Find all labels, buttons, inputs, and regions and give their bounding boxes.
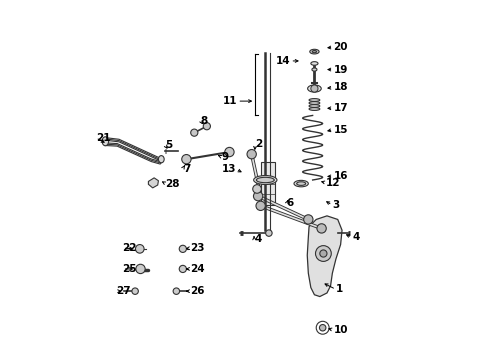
Text: 5: 5 <box>164 140 172 150</box>
Text: 27: 27 <box>116 286 130 296</box>
Text: 7: 7 <box>183 163 190 174</box>
Circle shape <box>315 246 330 261</box>
Text: 3: 3 <box>332 200 339 210</box>
Text: 6: 6 <box>286 198 293 208</box>
Text: 20: 20 <box>333 42 347 52</box>
Text: 28: 28 <box>165 179 180 189</box>
Text: 10: 10 <box>333 325 347 335</box>
Circle shape <box>224 147 234 157</box>
Text: 12: 12 <box>325 178 340 188</box>
Text: 8: 8 <box>201 116 207 126</box>
Ellipse shape <box>308 104 319 107</box>
Ellipse shape <box>307 85 321 92</box>
Circle shape <box>173 288 179 294</box>
Text: 16: 16 <box>333 171 347 181</box>
Ellipse shape <box>308 99 319 102</box>
Text: 19: 19 <box>333 64 347 75</box>
Ellipse shape <box>312 50 316 53</box>
Circle shape <box>252 185 261 193</box>
Circle shape <box>310 85 317 92</box>
Text: 14: 14 <box>275 56 290 66</box>
Text: 9: 9 <box>221 152 228 162</box>
Ellipse shape <box>158 156 164 163</box>
Ellipse shape <box>311 68 316 71</box>
Text: 2: 2 <box>255 139 262 149</box>
Text: 18: 18 <box>333 82 347 93</box>
Polygon shape <box>148 178 158 188</box>
Ellipse shape <box>293 180 308 187</box>
Ellipse shape <box>308 108 319 111</box>
Ellipse shape <box>253 176 276 184</box>
Circle shape <box>179 265 186 273</box>
Text: 26: 26 <box>190 286 204 296</box>
Ellipse shape <box>256 177 274 183</box>
Text: 4: 4 <box>254 234 261 244</box>
Ellipse shape <box>308 102 319 104</box>
Circle shape <box>316 224 325 233</box>
Text: 21: 21 <box>96 133 110 143</box>
Circle shape <box>255 201 265 211</box>
Circle shape <box>265 230 271 236</box>
Circle shape <box>303 215 312 224</box>
Circle shape <box>319 250 326 257</box>
Circle shape <box>136 264 145 274</box>
Ellipse shape <box>309 49 319 54</box>
Polygon shape <box>306 216 341 297</box>
Circle shape <box>190 129 198 136</box>
Text: 13: 13 <box>221 164 235 174</box>
Circle shape <box>135 244 144 253</box>
Circle shape <box>319 324 325 331</box>
Text: 23: 23 <box>190 243 204 253</box>
Text: 4: 4 <box>351 232 359 242</box>
Text: 15: 15 <box>333 125 347 135</box>
Text: 11: 11 <box>223 96 237 106</box>
Circle shape <box>179 245 186 252</box>
Circle shape <box>246 149 256 159</box>
Circle shape <box>182 154 191 164</box>
Text: 24: 24 <box>190 264 204 274</box>
FancyBboxPatch shape <box>260 162 274 205</box>
Circle shape <box>253 192 262 201</box>
Ellipse shape <box>102 137 108 146</box>
Ellipse shape <box>310 62 317 65</box>
Circle shape <box>203 123 210 130</box>
Text: 1: 1 <box>335 284 343 294</box>
Text: 25: 25 <box>122 264 137 274</box>
Circle shape <box>132 288 138 294</box>
Text: 17: 17 <box>333 103 347 113</box>
Ellipse shape <box>296 182 305 185</box>
Text: 22: 22 <box>122 243 137 253</box>
